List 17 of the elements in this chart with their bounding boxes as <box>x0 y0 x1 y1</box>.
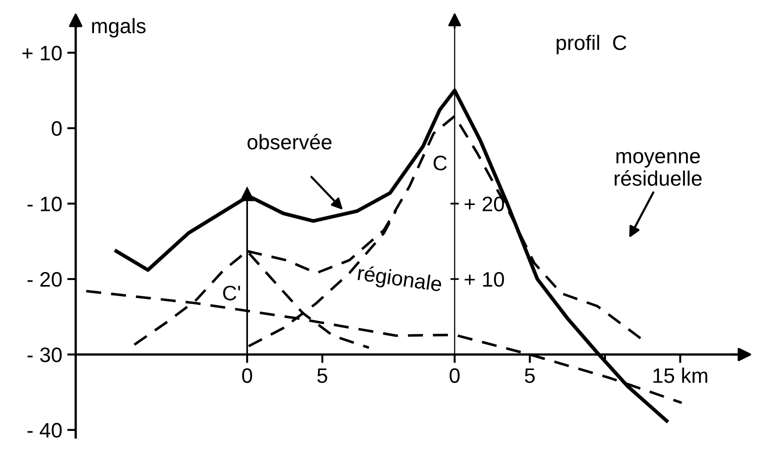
annotation: observée <box>248 134 332 150</box>
y-tick-label: - 30 <box>28 347 62 362</box>
y-tick-label: - 20 <box>28 272 62 287</box>
y-axis-title: mgals <box>92 18 146 38</box>
x-tick-label: 0 <box>450 368 460 383</box>
x-tick-label: 5 <box>524 368 535 383</box>
y2-tick-label: + 10 <box>464 272 504 287</box>
annotation: C' <box>223 286 240 300</box>
annotation: C <box>434 156 447 170</box>
text: profil C <box>556 34 626 54</box>
annotation: moyenne résiduelle <box>614 152 702 186</box>
y-tick-label: - 10 <box>28 196 62 212</box>
x-tick-label: 15 km <box>653 368 708 383</box>
y-tick-label: - 40 <box>28 422 62 438</box>
annotation: régionale <box>357 264 442 296</box>
y-tick-label: + 10 <box>22 46 62 60</box>
y-tick-label: 0 <box>52 121 62 136</box>
